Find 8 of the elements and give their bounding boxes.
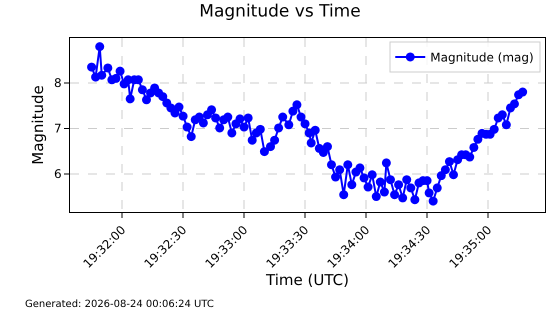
y-tick-label: 6 [54, 167, 62, 182]
text: Generated: 2026-08-24 00:06:24 UTC [25, 299, 214, 310]
chart-title: Magnitude vs Time [199, 2, 361, 22]
x-axis-title: Time (UTC) [265, 270, 349, 289]
y-tick-label: 8 [54, 76, 62, 90]
legend-label: Magnitude (mag) [430, 50, 534, 65]
y-tick-label: 7 [54, 122, 62, 136]
y-axis-title: Magnitude [29, 85, 48, 165]
